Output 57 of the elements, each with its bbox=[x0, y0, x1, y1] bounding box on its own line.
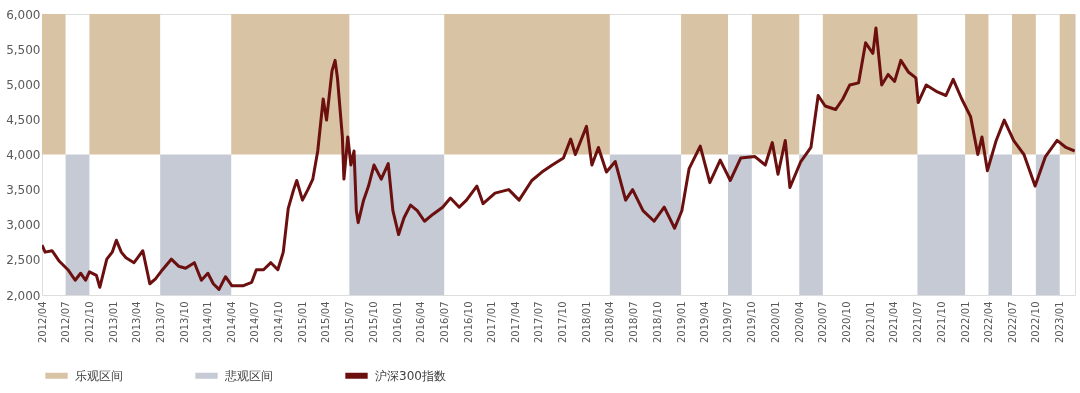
x-tick-label: 2015/01 bbox=[296, 301, 308, 344]
x-tick-label: 2012/10 bbox=[83, 301, 95, 344]
x-tick-label: 2017/07 bbox=[533, 301, 545, 344]
x-tick-label: 2017/10 bbox=[557, 301, 569, 344]
x-tick-label: 2022/07 bbox=[1006, 301, 1018, 344]
x-tick-label: 2021/04 bbox=[888, 301, 900, 344]
y-tick-label: 2,000 bbox=[6, 288, 41, 303]
x-tick-label: 2017/04 bbox=[509, 301, 521, 344]
legend-label: 乐观区间 bbox=[75, 368, 123, 383]
x-tick-label: 2012/04 bbox=[36, 301, 48, 344]
y-tick-label: 3,500 bbox=[6, 183, 41, 198]
x-tick-label: 2015/07 bbox=[343, 301, 355, 344]
x-tick-label: 2018/04 bbox=[604, 301, 616, 344]
y-tick-label: 4,000 bbox=[6, 148, 41, 162]
x-tick-label: 2019/07 bbox=[722, 301, 734, 344]
x-tick-label: 2018/07 bbox=[627, 301, 639, 344]
x-tick-label: 2013/10 bbox=[178, 301, 190, 344]
x-tick-label: 2022/01 bbox=[959, 301, 971, 344]
x-tick-label: 2012/07 bbox=[60, 301, 72, 344]
x-tick-label: 2016/10 bbox=[462, 301, 474, 344]
x-tick-label: 2023/01 bbox=[1054, 301, 1066, 344]
x-tick-label: 2014/10 bbox=[273, 301, 285, 344]
x-tick-label: 2021/01 bbox=[865, 301, 877, 344]
x-tick-label: 2013/07 bbox=[154, 301, 166, 344]
x-tick-label: 2022/04 bbox=[982, 301, 994, 344]
x-tick-label: 2020/01 bbox=[770, 301, 782, 344]
x-tick-label: 2016/01 bbox=[391, 301, 403, 344]
y-tick-label: 5,000 bbox=[6, 77, 41, 92]
x-tick-label: 2014/07 bbox=[249, 301, 261, 344]
x-tick-label: 2021/10 bbox=[935, 301, 947, 344]
y-tick-label: 2,500 bbox=[6, 253, 41, 268]
x-tick-label: 2016/07 bbox=[438, 301, 450, 344]
y-tick-label: 4,500 bbox=[6, 112, 41, 127]
x-tick-label: 2021/07 bbox=[911, 301, 923, 344]
x-tick-label: 2020/04 bbox=[793, 301, 805, 344]
y-tick-label: 6,000 bbox=[6, 7, 41, 22]
line-series bbox=[42, 26, 1075, 291]
x-tick-label: 2015/04 bbox=[320, 301, 332, 344]
x-tick-label: 2016/04 bbox=[415, 301, 427, 344]
x-tick-label: 2020/07 bbox=[817, 301, 829, 344]
x-tick-label: 2018/10 bbox=[651, 301, 663, 344]
x-tick-label: 2014/01 bbox=[202, 301, 214, 344]
legend-label: 悲观区间 bbox=[224, 368, 273, 383]
x-tick-label: 2013/01 bbox=[107, 301, 119, 344]
x-tick-label: 2014/04 bbox=[225, 301, 237, 344]
x-tick-label: 2018/01 bbox=[580, 301, 592, 344]
x-tick-label: 2015/10 bbox=[367, 301, 379, 344]
x-tick-label: 2022/10 bbox=[1030, 301, 1042, 344]
y-tick-label: 5,500 bbox=[6, 42, 41, 57]
x-tick-label: 2013/04 bbox=[131, 301, 143, 344]
x-tick-label: 2020/10 bbox=[841, 301, 853, 344]
x-tick-label: 2019/01 bbox=[675, 301, 687, 344]
y-tick-label: 3,000 bbox=[6, 218, 41, 233]
x-tick-label: 2019/04 bbox=[698, 301, 710, 344]
x-tick-label: 2019/10 bbox=[746, 301, 758, 344]
legend-label: 沪深300指数 bbox=[375, 368, 446, 383]
x-tick-label: 2017/01 bbox=[486, 301, 498, 344]
